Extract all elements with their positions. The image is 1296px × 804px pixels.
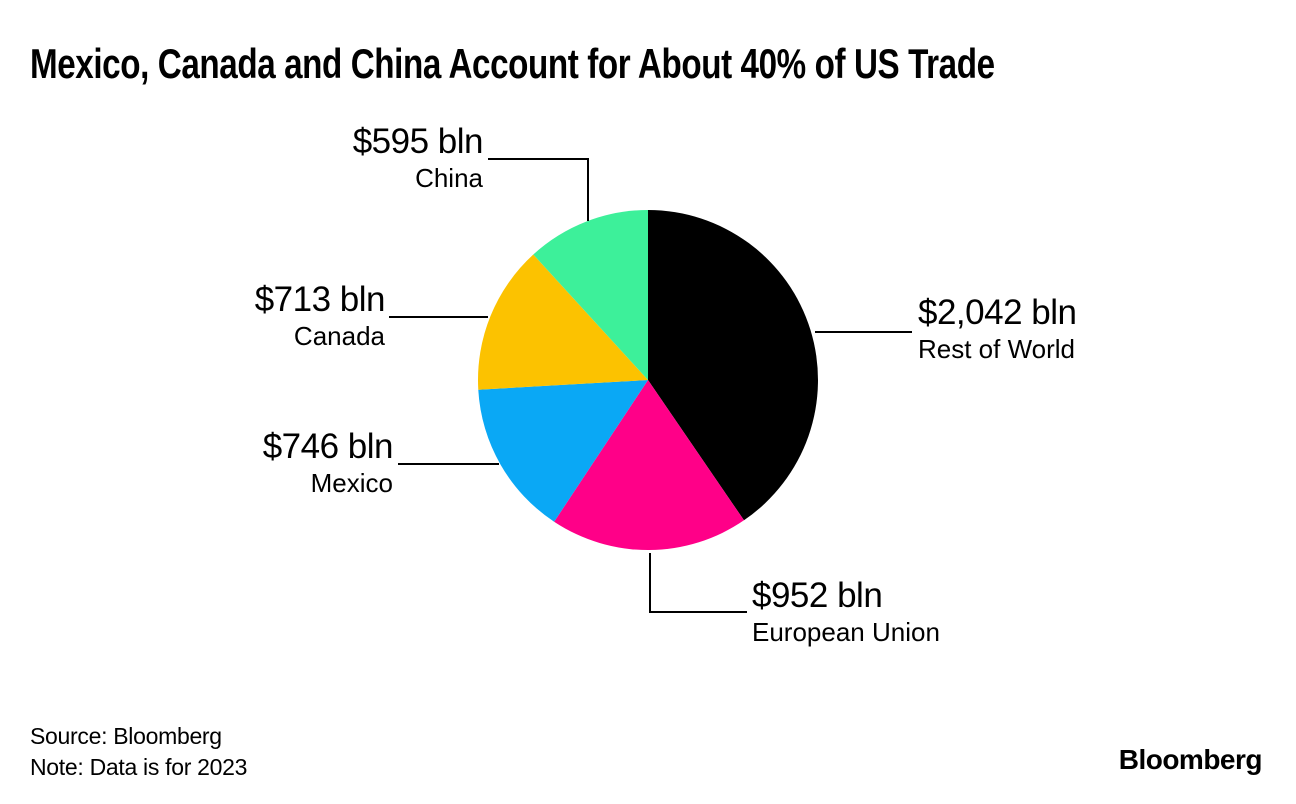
chart-footnotes: Source: Bloomberg Note: Data is for 2023 bbox=[30, 721, 247, 783]
source-line: Source: Bloomberg bbox=[30, 723, 222, 749]
callout-label: Canada bbox=[293, 321, 385, 351]
callout-value: $2,042 bln bbox=[918, 293, 1077, 332]
pie-slice-mexico bbox=[478, 380, 648, 522]
callout-label: Mexico bbox=[310, 468, 393, 498]
chart-title: Mexico, Canada and China Account for Abo… bbox=[30, 40, 995, 87]
pie-slice-china bbox=[533, 210, 648, 380]
pie-slices bbox=[478, 210, 818, 550]
pie-slice-canada bbox=[478, 254, 648, 390]
pie-slice-european-union bbox=[554, 380, 744, 550]
callout-value: $713 bln bbox=[254, 280, 386, 319]
pie-slice-rest-of-world bbox=[648, 210, 818, 521]
callout-canada: $713 bln Canada bbox=[254, 279, 386, 353]
callout-value: $952 bln bbox=[752, 576, 883, 615]
note-line: Note: Data is for 2023 bbox=[30, 754, 248, 780]
leader-line-china bbox=[488, 158, 589, 221]
callout-rest-of-world: $2,042 bln Rest of World bbox=[918, 292, 1077, 366]
callout-european-union: $952 bln European Union bbox=[752, 575, 940, 649]
callout-china: $595 bln China bbox=[352, 121, 484, 195]
callout-label: Rest of World bbox=[918, 334, 1076, 364]
bloomberg-logo: Bloomberg bbox=[1118, 744, 1263, 775]
callout-value: $595 bln bbox=[352, 122, 484, 161]
callout-label: European Union bbox=[752, 617, 940, 647]
callout-label: China bbox=[415, 163, 483, 193]
leader-line-european-union bbox=[649, 553, 747, 613]
callout-mexico: $746 bln Mexico bbox=[262, 426, 394, 500]
callout-value: $746 bln bbox=[262, 427, 394, 466]
